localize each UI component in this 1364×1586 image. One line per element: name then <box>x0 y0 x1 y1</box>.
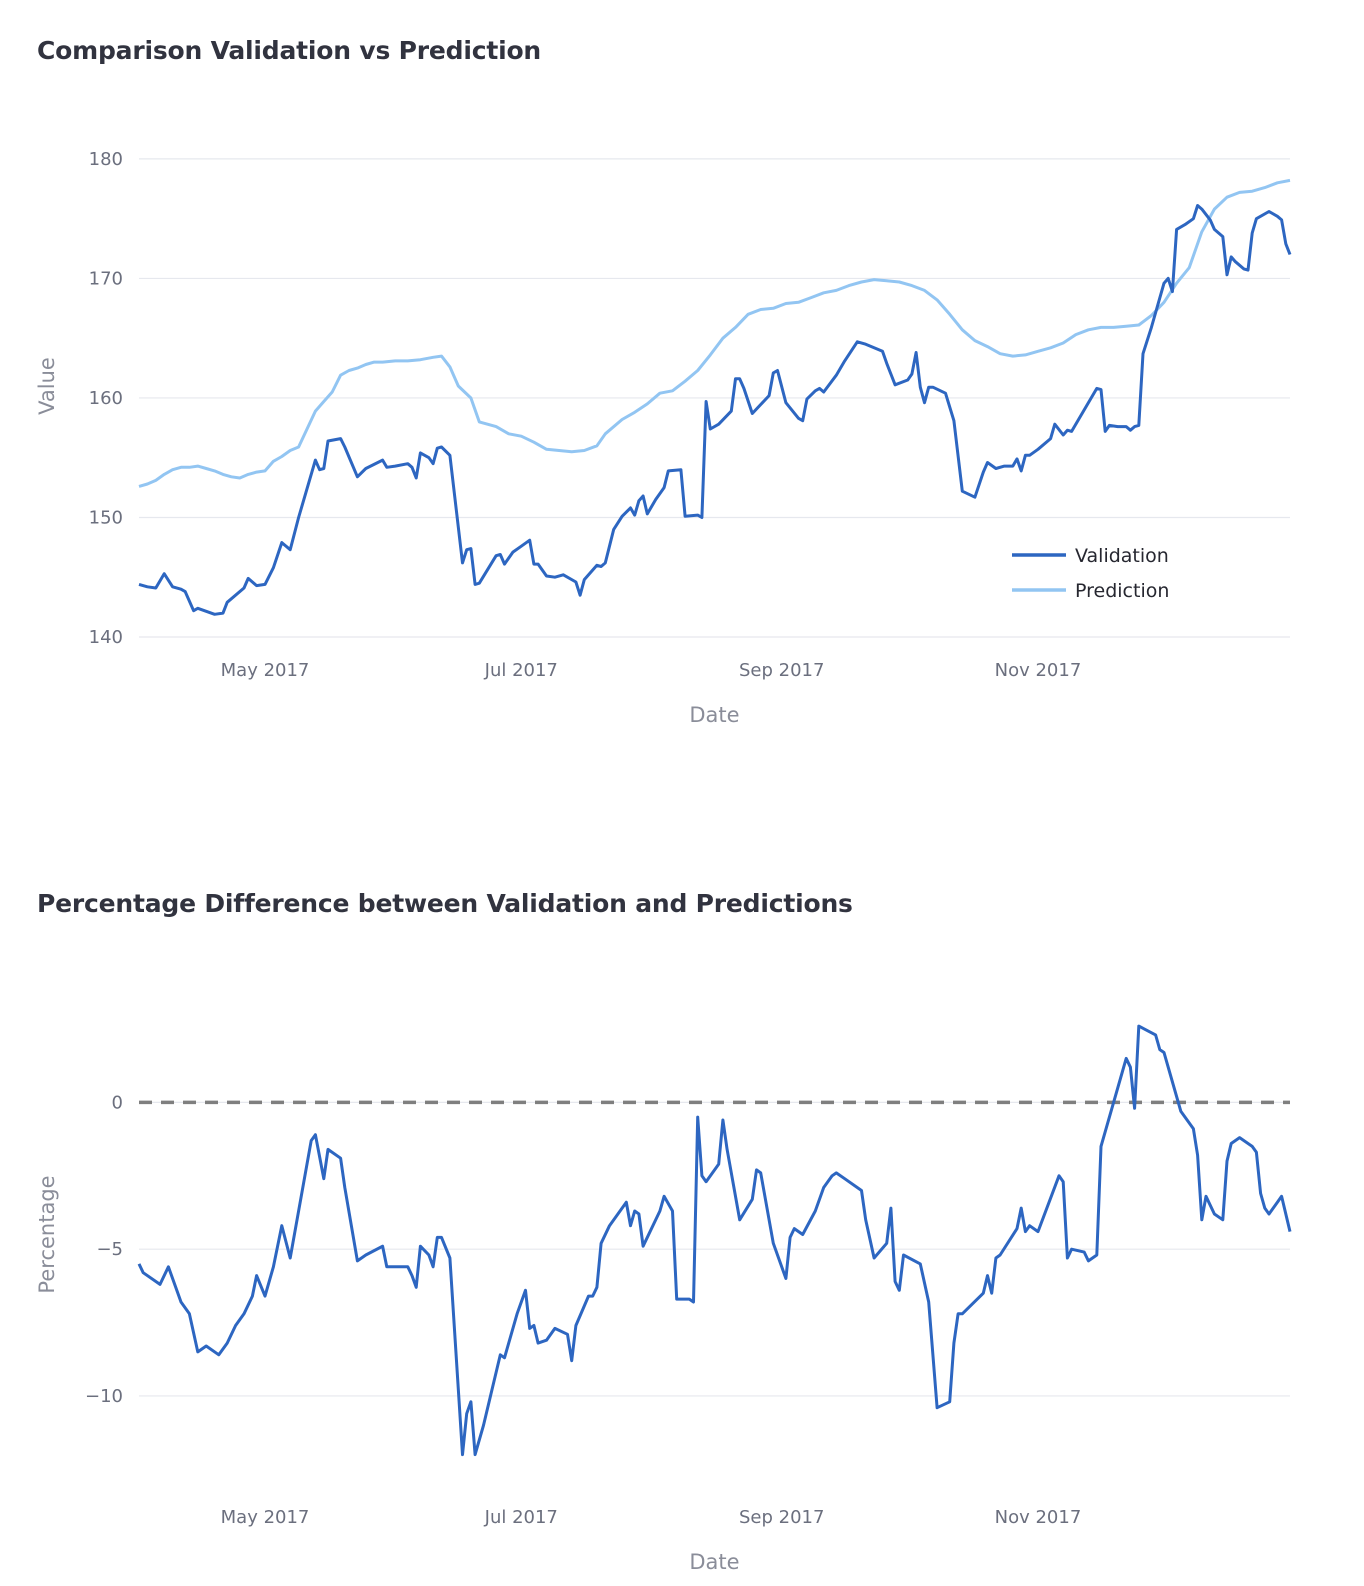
y-tick-label: 160 <box>89 388 123 409</box>
prediction-series-line <box>138 178 1291 488</box>
chart-2-title: Percentage Difference between Validation… <box>37 889 853 918</box>
y-tick-label: 180 <box>89 149 123 170</box>
x-tick-label: Nov 2017 <box>995 1507 1082 1528</box>
percentage-series-line <box>137 1024 1292 1457</box>
x-tick-label: Jul 2017 <box>484 660 558 681</box>
x-tick-label: Sep 2017 <box>739 660 824 681</box>
y-tick-label: 170 <box>89 268 123 289</box>
x-tick-label: May 2017 <box>221 660 310 681</box>
x-tick-label: Nov 2017 <box>995 660 1082 681</box>
y-tick-label: 0 <box>112 1092 123 1113</box>
x-tick-label: Jul 2017 <box>484 1507 558 1528</box>
y-tick-label: −5 <box>96 1239 123 1260</box>
chart-1-title: Comparison Validation vs Prediction <box>37 36 542 65</box>
y-axis-label: Percentage <box>35 1175 59 1293</box>
y-tick-label: −10 <box>85 1386 123 1407</box>
y-axis-label: Value <box>35 357 59 415</box>
x-axis-label: Date <box>689 703 739 727</box>
validation-vs-prediction-chart: 140 150 160 170 180 May 2017 Jul 2017 Sep 2017 N… <box>35 149 1292 727</box>
x-axis-label: Date <box>689 1550 739 1574</box>
x-tick-label: Sep 2017 <box>739 1507 824 1528</box>
legend-label-validation: Validation <box>1075 545 1169 567</box>
y-tick-label: 150 <box>89 507 123 528</box>
x-tick-label: May 2017 <box>221 1507 310 1528</box>
validation-series-line <box>138 204 1292 616</box>
y-tick-label: 140 <box>89 627 123 648</box>
legend-label-prediction: Prediction <box>1075 580 1169 602</box>
